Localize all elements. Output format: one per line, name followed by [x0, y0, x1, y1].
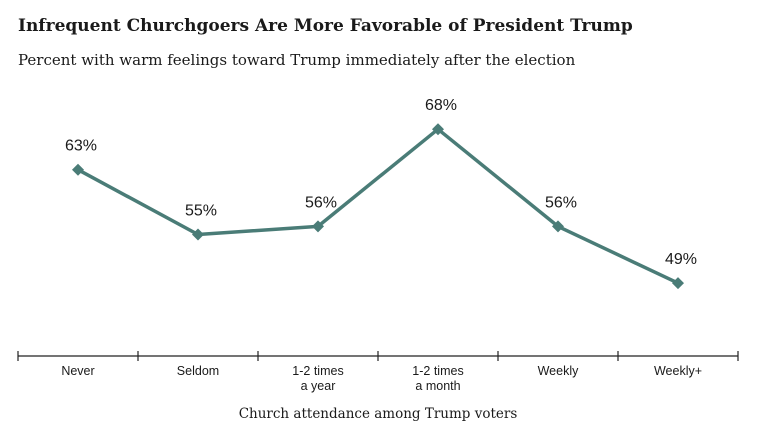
x-tick-label: Seldom: [177, 364, 219, 378]
x-tick-label: Weekly+: [654, 364, 702, 378]
data-point: [672, 277, 684, 290]
data-label: 63%: [65, 138, 97, 155]
data-point: [432, 123, 444, 136]
data-label: 56%: [305, 194, 337, 211]
x-axis-label: Church attendance among Trump voters: [239, 406, 518, 422]
data-point: [72, 163, 84, 176]
x-tick-label: 1-2 times a month: [412, 364, 463, 393]
chart-subtitle: Percent with warm feelings toward Trump …: [18, 51, 576, 69]
data-point: [192, 228, 204, 241]
x-tick-label: 1-2 times a year: [292, 364, 343, 393]
data-label: 68%: [425, 97, 457, 114]
x-tick-label: Weekly: [538, 364, 580, 378]
data-label: 56%: [545, 194, 577, 211]
data-label: 55%: [185, 203, 217, 220]
series-line: [76, 127, 680, 285]
data-label: 49%: [665, 251, 697, 268]
x-tick-label: Never: [61, 364, 94, 378]
x-axis: Never Seldom 1-2 times a year 1-2 times a mon…: [17, 351, 739, 393]
plot-area: 63% 55% 56% 68% 56% 49%: [65, 97, 697, 290]
chart-title: Infrequent Churchgoers Are More Favorabl…: [18, 16, 633, 36]
data-point: [312, 220, 324, 233]
data-point: [552, 220, 564, 233]
